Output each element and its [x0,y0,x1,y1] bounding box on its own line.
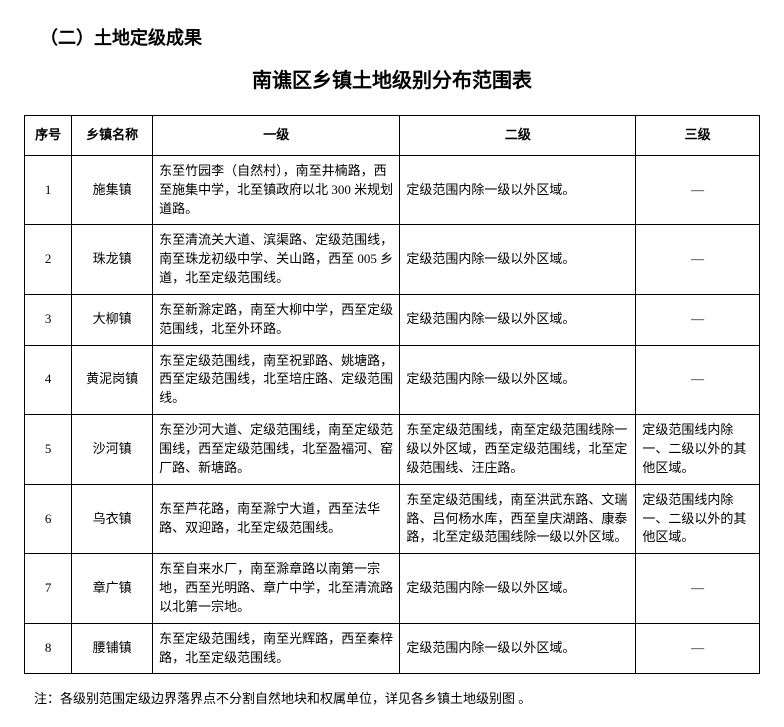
cell-level1: 东至芦花路，南至滁宁大道，西至法华路、双迎路，北至定级范围线。 [153,484,400,554]
cell-level1: 东至清流关大道、滨渠路、定级范围线，南至珠龙初级中学、关山路，西至 005 乡道… [153,225,400,295]
cell-index: 6 [25,484,72,554]
cell-index: 2 [25,225,72,295]
col-header-name: 乡镇名称 [72,116,153,156]
cell-level2: 定级范围内除一级以外区域。 [400,554,636,624]
cell-level1: 东至沙河大道、定级范围线，南至定级范围线，西至定级范围线，北至盈福河、窑厂路、新… [153,415,400,485]
cell-level1: 东至新滁定路，南至大柳中学，西至定级范围线，北至外环路。 [153,294,400,345]
main-title: 南谯区乡镇土地级别分布范围表 [24,64,760,93]
table-row: 1施集镇东至竹园李（自然村），南至井楠路，西至施集中学，北至镇政府以北 300 … [25,155,760,225]
cell-level1: 东至定级范围线，南至光辉路，西至秦梓路，北至定级范围线。 [153,623,400,674]
cell-level3: — [636,155,760,225]
cell-level3: 定级范围线内除一、二级以外的其他区域。 [636,484,760,554]
table-row: 3大柳镇东至新滁定路，南至大柳中学，西至定级范围线，北至外环路。定级范围内除一级… [25,294,760,345]
cell-level2: 定级范围内除一级以外区域。 [400,225,636,295]
cell-level3: — [636,554,760,624]
cell-town-name: 章广镇 [72,554,153,624]
col-header-level2: 二级 [400,116,636,156]
cell-town-name: 沙河镇 [72,415,153,485]
cell-index: 1 [25,155,72,225]
cell-level3: 定级范围线内除一、二级以外的其他区域。 [636,415,760,485]
col-header-level3: 三级 [636,116,760,156]
cell-index: 5 [25,415,72,485]
cell-town-name: 黄泥岗镇 [72,345,153,415]
table-row: 6乌衣镇东至芦花路，南至滁宁大道，西至法华路、双迎路，北至定级范围线。东至定级范… [25,484,760,554]
cell-index: 7 [25,554,72,624]
cell-town-name: 大柳镇 [72,294,153,345]
table-row: 4黄泥岗镇东至定级范围线，南至祝郢路、姚塘路，西至定级范围线，北至培庄路、定级范… [25,345,760,415]
cell-level2: 定级范围内除一级以外区域。 [400,294,636,345]
cell-town-name: 腰铺镇 [72,623,153,674]
cell-level2: 东至定级范围线，南至洪武东路、文瑞路、吕何杨水库，西至皇庆湖路、康泰路，北至定级… [400,484,636,554]
cell-index: 4 [25,345,72,415]
table-row: 2珠龙镇东至清流关大道、滨渠路、定级范围线，南至珠龙初级中学、关山路，西至 00… [25,225,760,295]
table-row: 7章广镇东至自来水厂，南至滁章路以南第一宗地，西至光明路、章广中学，北至清流路以… [25,554,760,624]
table-row: 8腰铺镇东至定级范围线，南至光辉路，西至秦梓路，北至定级范围线。定级范围内除一级… [25,623,760,674]
section-heading: （二）土地定级成果 [40,24,760,50]
cell-index: 3 [25,294,72,345]
cell-level1: 东至竹园李（自然村），南至井楠路，西至施集中学，北至镇政府以北 300 米规划道… [153,155,400,225]
cell-level3: — [636,623,760,674]
table-header-row: 序号 乡镇名称 一级 二级 三级 [25,116,760,156]
cell-level1: 东至自来水厂，南至滁章路以南第一宗地，西至光明路、章广中学，北至清流路以北第一宗… [153,554,400,624]
cell-level2: 定级范围内除一级以外区域。 [400,345,636,415]
cell-level2: 定级范围内除一级以外区域。 [400,623,636,674]
cell-town-name: 施集镇 [72,155,153,225]
cell-town-name: 乌衣镇 [72,484,153,554]
cell-level2: 定级范围内除一级以外区域。 [400,155,636,225]
cell-level3: — [636,225,760,295]
land-grade-table: 序号 乡镇名称 一级 二级 三级 1施集镇东至竹园李（自然村），南至井楠路，西至… [24,115,760,674]
footnote: 注：各级别范围定级边界落界点不分割自然地块和权属单位，详见各乡镇土地级别图 。 [34,688,760,707]
col-header-level1: 一级 [153,116,400,156]
cell-level3: — [636,345,760,415]
cell-level3: — [636,294,760,345]
cell-index: 8 [25,623,72,674]
cell-level2: 东至定级范围线，南至定级范围线除一级以外区域，西至定级范围线，北至定级范围线、汪… [400,415,636,485]
cell-level1: 东至定级范围线，南至祝郢路、姚塘路，西至定级范围线，北至培庄路、定级范围线。 [153,345,400,415]
cell-town-name: 珠龙镇 [72,225,153,295]
col-header-index: 序号 [25,116,72,156]
table-row: 5沙河镇东至沙河大道、定级范围线，南至定级范围线，西至定级范围线，北至盈福河、窑… [25,415,760,485]
